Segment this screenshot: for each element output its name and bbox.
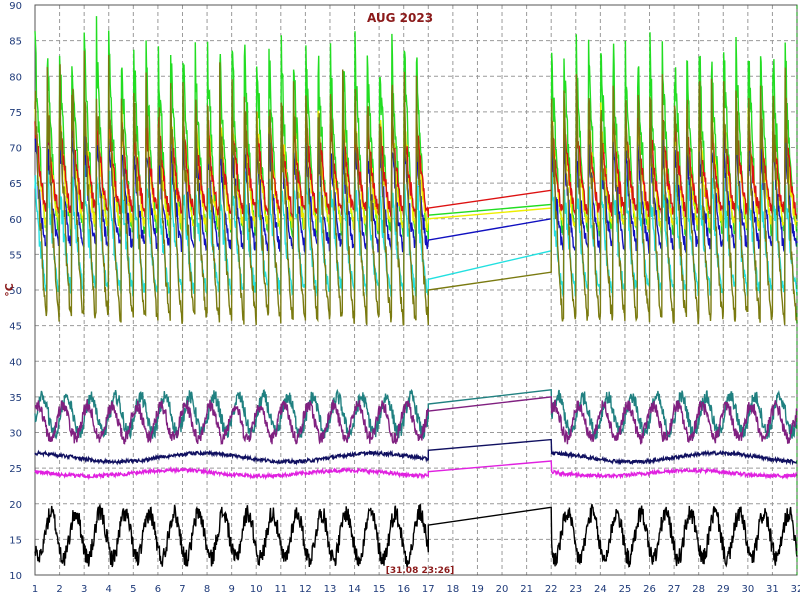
x-tick-label: 8 <box>204 584 210 595</box>
x-tick-label: 30 <box>741 584 754 595</box>
x-tick-label: 6 <box>155 584 161 595</box>
y-tick-label: 15 <box>9 535 22 546</box>
x-tick-label: 27 <box>668 584 681 595</box>
x-tick-label: 18 <box>447 584 460 595</box>
x-tick-label: 10 <box>250 584 263 595</box>
y-tick-label: 55 <box>9 250 22 261</box>
x-tick-label: 23 <box>569 584 582 595</box>
series-line-8 <box>34 438 798 466</box>
x-tick-label: 24 <box>594 584 607 595</box>
x-tick-label: 12 <box>299 584 312 595</box>
x-tick-label: 4 <box>106 584 112 595</box>
x-tick-label: 3 <box>81 584 87 595</box>
y-tick-label: 30 <box>9 429 22 440</box>
x-tick-label: 32 <box>791 584 800 595</box>
x-tick-label: 31 <box>766 584 779 595</box>
y-tick-label: 80 <box>9 72 22 83</box>
x-tick-label: 1 <box>32 584 38 595</box>
x-tick-label: 5 <box>130 584 136 595</box>
y-tick-label: 25 <box>9 464 22 475</box>
x-tick-label: 15 <box>373 584 386 595</box>
x-tick-label: 21 <box>520 584 533 595</box>
series-line-9 <box>34 460 798 481</box>
x-tick-label: 16 <box>397 584 410 595</box>
tick-labels: 1 2 3 4 5 6 7 8 9 10 11 12 13 14 15 16 17 18 19 20 21 22 23 24 2… <box>9 1 800 595</box>
x-tick-label: 29 <box>717 584 730 595</box>
x-tick-label: 22 <box>545 584 558 595</box>
x-tick-label: 19 <box>471 584 484 595</box>
y-tick-label: 70 <box>9 144 22 155</box>
series-line-7 <box>34 396 798 446</box>
y-tick-label: 20 <box>9 500 22 511</box>
series-layer <box>34 16 798 568</box>
series-line-5 <box>34 50 798 326</box>
x-tick-label: 26 <box>643 584 656 595</box>
y-tick-label: 45 <box>9 322 22 333</box>
cursor-label: [31.08 23:26] <box>386 566 454 576</box>
y-tick-label: 60 <box>9 215 22 226</box>
series-line-10 <box>34 503 798 568</box>
x-tick-label: 25 <box>619 584 632 595</box>
y-tick-label: 85 <box>9 37 22 48</box>
x-tick-label: 17 <box>422 584 435 595</box>
y-axis-label: °C <box>3 283 16 297</box>
x-tick-label: 11 <box>274 584 287 595</box>
y-tick-label: 90 <box>9 1 22 12</box>
chart-title: AUG 2023 <box>367 11 433 25</box>
x-tick-label: 13 <box>324 584 337 595</box>
y-tick-label: 40 <box>9 357 22 368</box>
x-tick-label: 14 <box>348 584 361 595</box>
x-tick-label: 20 <box>496 584 509 595</box>
y-tick-label: 50 <box>9 286 22 297</box>
y-tick-label: 75 <box>9 108 22 119</box>
y-tick-label: 10 <box>9 571 22 582</box>
x-tick-label: 9 <box>228 584 234 595</box>
y-tick-label: 35 <box>9 393 22 404</box>
x-tick-label: 7 <box>179 584 185 595</box>
x-tick-label: 2 <box>56 584 62 595</box>
x-tick-label: 28 <box>692 584 705 595</box>
y-tick-label: 65 <box>9 179 22 190</box>
